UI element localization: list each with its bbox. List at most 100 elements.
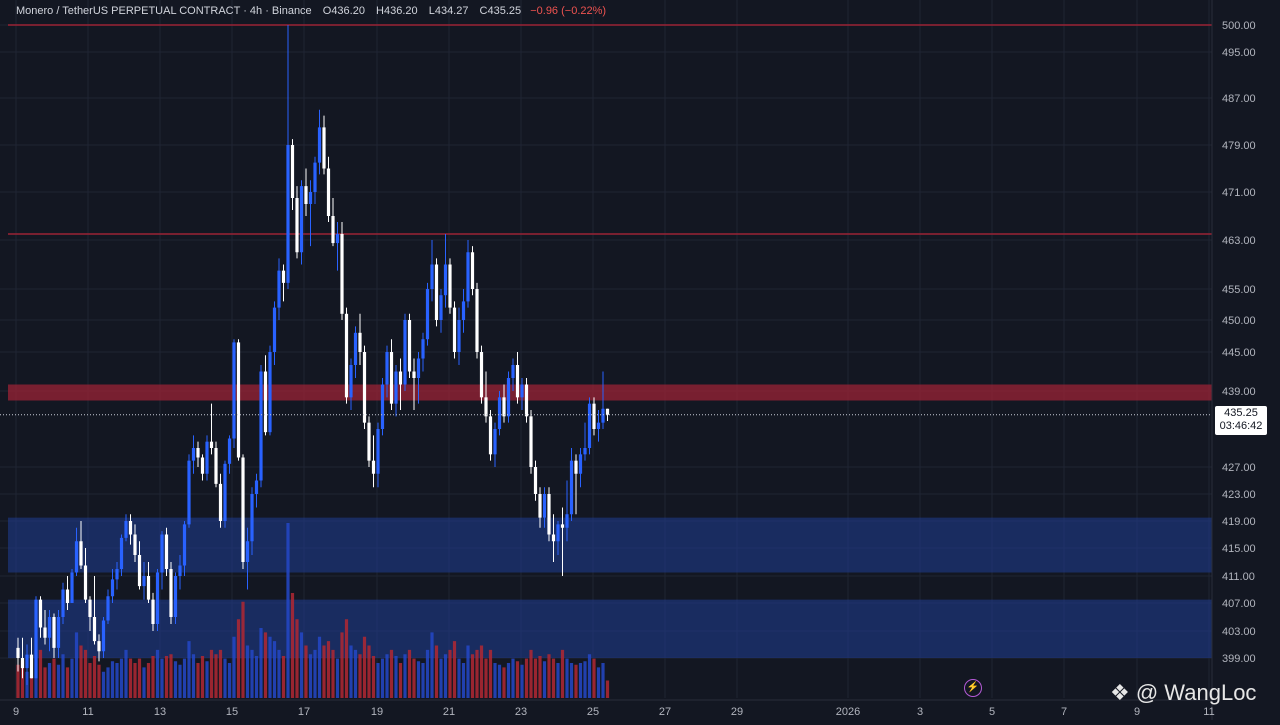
- volume-bar: [506, 663, 511, 698]
- candle-body: [380, 384, 385, 429]
- volume-bar: [304, 645, 308, 698]
- candle-body: [592, 403, 596, 429]
- lightning-icon[interactable]: ⚡: [964, 679, 982, 697]
- volume-bar: [268, 636, 272, 698]
- volume-bar: [358, 654, 362, 698]
- candle-body: [358, 332, 362, 352]
- price-tick-label: 500.00: [1222, 20, 1256, 32]
- symbol-title[interactable]: Monero / TetherUS PERPETUAL CONTRACT · 4…: [16, 5, 312, 17]
- volume-bar: [484, 658, 488, 698]
- candle-body: [101, 620, 106, 652]
- volume-bar: [214, 654, 218, 698]
- volume-bar: [299, 632, 304, 698]
- candle-body: [182, 524, 187, 566]
- volume-bar: [47, 663, 52, 698]
- volume-bar: [92, 656, 97, 698]
- candle-body: [313, 162, 317, 192]
- candle-body: [583, 448, 587, 455]
- volume-bar: [430, 632, 434, 698]
- candle-body: [146, 576, 151, 600]
- volume-bar: [29, 676, 34, 698]
- volume-bar: [421, 663, 425, 698]
- time-tick-label: 19: [371, 706, 383, 718]
- candle-body: [556, 524, 560, 542]
- volume-bar: [407, 649, 412, 698]
- volume-bar: [178, 664, 182, 698]
- volume-bar: [403, 654, 407, 698]
- candle-body: [371, 460, 376, 474]
- candle-body: [452, 307, 457, 352]
- volume-bar: [470, 654, 475, 698]
- volume-bar: [322, 645, 326, 698]
- volume-bar: [344, 619, 349, 698]
- candle-body: [398, 371, 403, 385]
- price-tick-label: 495.00: [1222, 47, 1256, 59]
- volume-bar: [335, 658, 340, 698]
- volume-bar: [38, 649, 43, 698]
- high-value: 436.20: [383, 5, 418, 17]
- volume-bar: [587, 654, 592, 698]
- high-label: H: [376, 5, 384, 17]
- candle-body: [295, 198, 299, 253]
- binance-diamond-icon: ❖: [1110, 680, 1130, 705]
- candle-body: [29, 654, 34, 679]
- volume-bar: [452, 641, 457, 698]
- volume-bar: [389, 649, 394, 698]
- candle-body: [16, 647, 20, 658]
- volume-bar: [245, 645, 250, 698]
- volume-bar: [259, 628, 263, 698]
- volume-bar: [533, 658, 538, 698]
- candle-body: [259, 371, 263, 481]
- candle-body: [596, 422, 601, 429]
- time-tick-label: 3: [917, 706, 923, 718]
- volume-bar: [281, 656, 286, 698]
- candle-body: [151, 599, 155, 624]
- price-tick-label: 439.00: [1222, 386, 1256, 398]
- volume-bar: [524, 658, 529, 698]
- candle-body: [70, 572, 74, 603]
- candle-body: [331, 216, 335, 244]
- volume-bar: [232, 636, 236, 698]
- volume-bar: [412, 658, 416, 698]
- candles: [16, 25, 610, 685]
- volume-bar: [182, 658, 187, 698]
- candle-body: [88, 599, 92, 617]
- candle-body: [385, 352, 389, 385]
- price-tick-label: 411.00: [1222, 571, 1255, 583]
- price-tick-label: 419.00: [1222, 516, 1256, 528]
- candle-body: [335, 234, 340, 244]
- volume-bar: [56, 664, 61, 698]
- candle-body: [52, 617, 56, 648]
- volume-bar: [191, 654, 196, 698]
- candle-body: [601, 408, 605, 423]
- time-tick-label: 15: [226, 706, 238, 718]
- candle-body: [484, 397, 488, 417]
- candle-body: [34, 599, 38, 679]
- volume-bar: [466, 645, 470, 698]
- candle-body: [317, 127, 322, 163]
- time-tick-label: 9: [13, 706, 19, 718]
- candle-body: [367, 422, 371, 461]
- volume-bar: [209, 649, 214, 698]
- candle-body: [434, 264, 439, 320]
- price-tick-label: 403.00: [1222, 626, 1256, 638]
- volume-bar: [317, 636, 322, 698]
- volume-bar: [439, 658, 443, 698]
- time-axis: 9 11 13 15 17 19 21 23 25 27 29 2026 3 5 7 9 11: [0, 699, 1215, 718]
- zone-resistance: [8, 384, 1212, 401]
- price-tick-label: 479.00: [1222, 140, 1256, 152]
- candle-body: [430, 264, 434, 289]
- volume-bar: [479, 645, 484, 698]
- candle-body: [92, 617, 97, 642]
- time-tick-label: 5: [989, 706, 995, 718]
- candle-body: [223, 463, 227, 521]
- volume-bar: [569, 663, 574, 698]
- volume-bar: [115, 663, 119, 698]
- volume-bar: [97, 664, 101, 698]
- candle-body: [232, 342, 236, 439]
- candle-body: [488, 416, 493, 455]
- candle-body: [421, 339, 425, 359]
- resistance-lines: [8, 24, 1212, 235]
